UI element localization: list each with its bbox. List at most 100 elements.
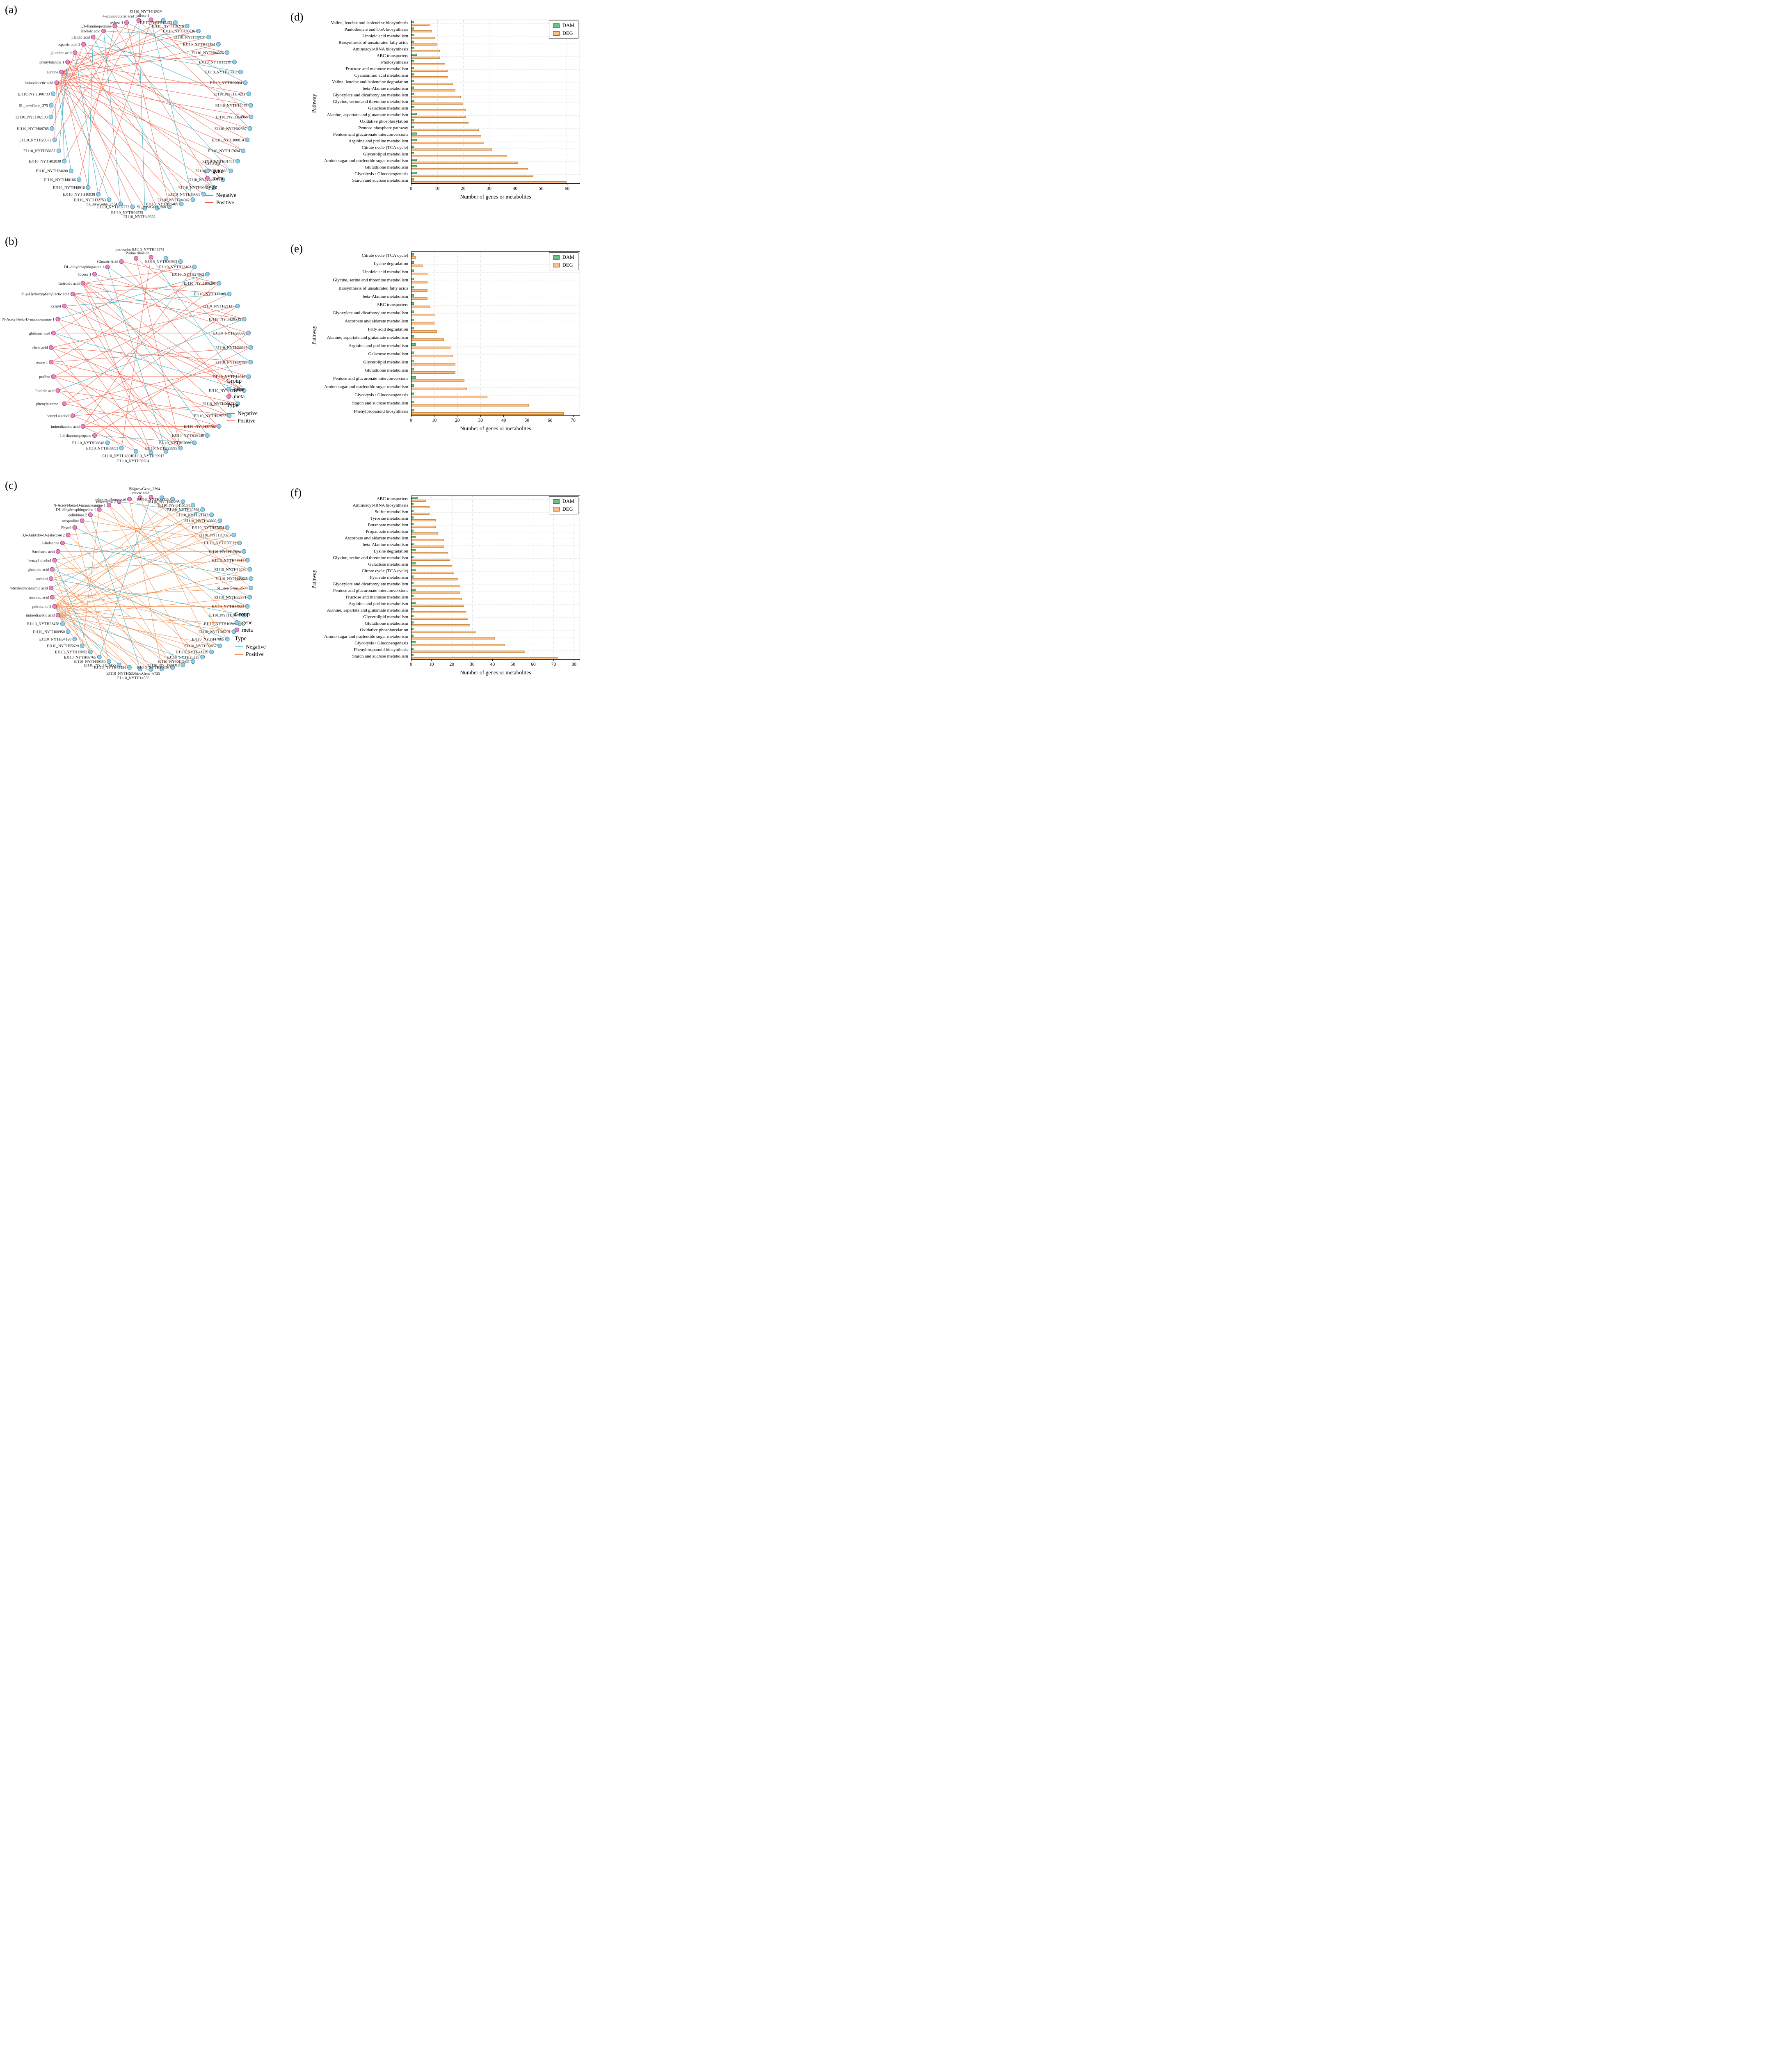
node-label: sorbitol bbox=[36, 577, 48, 581]
negative-edge bbox=[103, 30, 209, 37]
positive-edge bbox=[51, 347, 136, 452]
gene-node bbox=[138, 667, 143, 671]
bar-row bbox=[411, 375, 580, 383]
node-label: SL_newGene_500 bbox=[137, 206, 166, 210]
category-label: Amino sugar and nucleotide sugar metabol… bbox=[324, 634, 408, 639]
positive-edge bbox=[57, 615, 100, 658]
gene-node bbox=[163, 256, 168, 261]
node-label: EJ110_NYTH36632 bbox=[204, 541, 236, 546]
node-label: EJ110_NYTH39350 bbox=[73, 660, 106, 664]
meta-node bbox=[54, 80, 59, 85]
dam-bar bbox=[411, 409, 414, 412]
dam-bar bbox=[411, 497, 418, 499]
positive-edge bbox=[90, 514, 250, 570]
dam-bar bbox=[411, 302, 414, 305]
gene-node bbox=[235, 304, 240, 308]
node-label: EJ110_NYTH36637 bbox=[23, 149, 56, 153]
positive-edge bbox=[140, 497, 212, 652]
gridline bbox=[457, 252, 458, 415]
bar-row bbox=[411, 342, 580, 350]
node-label: EJ110_NYTH21147 bbox=[176, 513, 208, 517]
dam-bar bbox=[411, 285, 414, 289]
bar-row bbox=[411, 92, 580, 99]
meta-node bbox=[81, 42, 86, 47]
tick-label: 0 bbox=[410, 418, 412, 423]
meta-node bbox=[80, 424, 85, 429]
x-axis-title-f: Number of genes or metabolites bbox=[460, 669, 531, 676]
negative-edge bbox=[103, 31, 231, 171]
deg-bar bbox=[411, 591, 460, 594]
category-label: Galactose metabolism bbox=[368, 352, 408, 356]
node-label: EJ110_NYTH30383 bbox=[195, 169, 228, 174]
dam-bar bbox=[411, 595, 414, 598]
deg-bar bbox=[411, 379, 465, 382]
meta-node bbox=[112, 24, 117, 28]
category-label: Citrate cycle (TCA cycle) bbox=[361, 145, 408, 150]
category-label: Propanoate metabolism bbox=[366, 529, 408, 534]
bar-row bbox=[411, 359, 580, 367]
gridline bbox=[452, 496, 453, 659]
node-label: EJ110_NYTH41229 bbox=[176, 651, 208, 655]
gene-node bbox=[201, 192, 206, 196]
positive-edge bbox=[64, 20, 139, 162]
meta-node bbox=[49, 345, 54, 350]
node-label: EJ110_NYTH36636 bbox=[163, 30, 195, 34]
node-label: EJ110_NYTH07094 bbox=[215, 361, 248, 365]
node-label: putrescine 2 bbox=[32, 605, 51, 609]
positive-edge bbox=[53, 261, 181, 333]
gene-node bbox=[231, 532, 236, 537]
dam-bar bbox=[411, 602, 416, 604]
meta-node bbox=[48, 576, 53, 581]
category-label: Butanoate metabolism bbox=[368, 523, 408, 528]
node-label: EJ110_NYTH06291 bbox=[199, 630, 231, 634]
node-label: EJ110_NYTH01451 bbox=[202, 160, 235, 164]
dam-bar bbox=[411, 277, 414, 281]
category-label: Galactose metabolism bbox=[368, 106, 408, 111]
negative-edge-icon bbox=[205, 194, 213, 196]
node-label: allose 1 bbox=[137, 14, 150, 18]
positive-edge bbox=[138, 20, 187, 26]
category-label: Arginine and proline metabolism bbox=[348, 139, 408, 144]
category-label: Glycolysis / Gluconeogenesis bbox=[354, 171, 408, 176]
chart-legend-e: DAM DEG bbox=[549, 252, 578, 270]
positive-edge bbox=[54, 606, 234, 632]
gene-node bbox=[248, 103, 253, 108]
node-label: EJ110_NYTH12079 bbox=[215, 104, 248, 108]
positive-edge bbox=[64, 403, 208, 436]
chart-legend-f: DAM DEG bbox=[549, 496, 578, 514]
gene-node bbox=[190, 197, 195, 202]
legend-negative-label: Negative bbox=[216, 192, 236, 198]
category-axis: Citrate cycle (TCA cycle) Lysine degradat… bbox=[283, 251, 411, 416]
negative-edge bbox=[107, 267, 166, 452]
legend-meta-item: meta bbox=[235, 626, 266, 634]
x-axis-ticks: 0 10 20 30 40 50 60 70 80 bbox=[410, 660, 580, 669]
positive-edge bbox=[82, 426, 136, 452]
positive-edge bbox=[51, 587, 234, 632]
node-label: 3,6-Anhydro-D-galactose 2 bbox=[22, 534, 65, 538]
positive-edge bbox=[94, 274, 245, 320]
dam-bar bbox=[411, 100, 414, 102]
meta-node bbox=[52, 604, 57, 609]
deg-bar bbox=[411, 174, 533, 177]
positive-edge bbox=[52, 569, 82, 646]
category-label: Pyruvate metabolism bbox=[370, 575, 408, 580]
node-label: N-Acetyl-beta-D-mannosamine 1 bbox=[2, 318, 55, 322]
category-axis: Valine, leucine and isoleucine biosynthe… bbox=[283, 20, 411, 184]
gene-node bbox=[170, 497, 175, 502]
positive-edge-icon bbox=[226, 420, 235, 421]
deg-bar bbox=[411, 617, 469, 620]
node-label: EJ110_NYTH14556 bbox=[117, 676, 150, 681]
meta-node bbox=[48, 585, 53, 590]
bar-row bbox=[411, 112, 580, 119]
category-label: Lysine degradation bbox=[373, 549, 408, 554]
positive-edge bbox=[56, 82, 204, 194]
negative-edge bbox=[119, 501, 212, 515]
node-label: EJ110_NYTH37105 bbox=[194, 292, 226, 297]
deg-bar bbox=[411, 289, 428, 292]
meta-node bbox=[105, 265, 110, 270]
tick-label: 10 bbox=[429, 662, 434, 667]
dam-bar bbox=[411, 172, 417, 174]
category-label: Linoleic acid metabolism bbox=[362, 270, 408, 274]
positive-edge bbox=[52, 44, 84, 129]
deg-bar bbox=[411, 109, 466, 111]
